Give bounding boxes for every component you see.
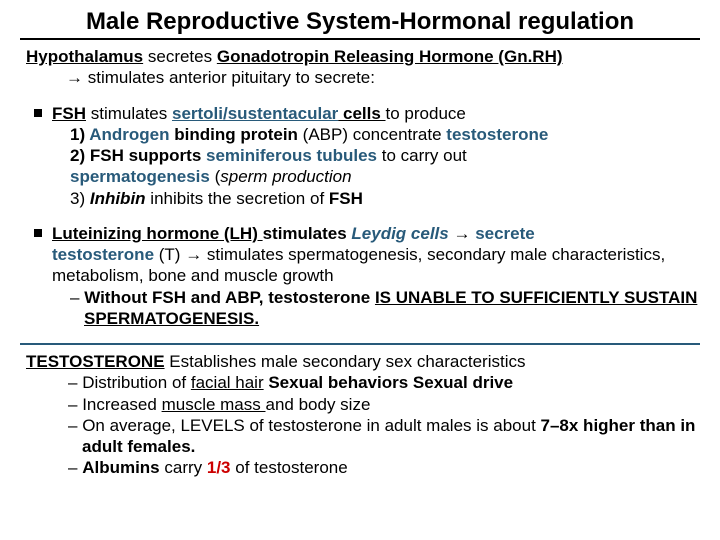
testo-d1: – Distribution of facial hair Sexual beh… [26, 372, 700, 393]
testosterone-section: TESTOSTERONE Establishes male secondary … [26, 351, 700, 479]
sertoli-term: sertoli/sustentacular [172, 104, 338, 123]
fsh-section: FSH stimulates sertoli/sustentacular cel… [34, 103, 700, 209]
bullet-icon [34, 109, 42, 117]
fraction-value: 1/3 [207, 458, 231, 477]
lh-warning: – Without FSH and ABP, testosterone IS U… [52, 287, 700, 330]
fsh-point-2: 2) FSH supports seminiferous tubules to … [52, 145, 700, 166]
intro-block: Hypothalamus secretes Gonadotropin Relea… [26, 46, 700, 89]
testosterone-heading: TESTOSTERONE [26, 352, 165, 371]
fsh-point-2b: spermatogenesis (sperm production [52, 166, 700, 187]
inhibin-term: Inhibin [90, 189, 146, 208]
fsh-point-3: 3) Inhibin inhibits the secretion of FSH [52, 188, 700, 209]
lh-head: Luteinizing hormone (LH) stimulates Leyd… [52, 223, 700, 244]
testo-d2: – Increased muscle mass and body size [26, 394, 700, 415]
slide-title: Male Reproductive System-Hormonal regula… [20, 8, 700, 40]
lh-section: Luteinizing hormone (LH) stimulates Leyd… [34, 223, 700, 329]
hypothalamus-term: Hypothalamus [26, 47, 143, 66]
testo-d3: – On average, LEVELS of testosterone in … [26, 415, 700, 458]
divider-line [20, 343, 700, 345]
fsh-head: FSH stimulates sertoli/sustentacular cel… [52, 103, 700, 124]
testosterone-term: testosterone [446, 125, 548, 144]
slide-content: Male Reproductive System-Hormonal regula… [0, 0, 720, 489]
seminiferous-term: seminiferous tubules [206, 146, 377, 165]
intro-line-1: Hypothalamus secretes Gonadotropin Relea… [26, 46, 700, 67]
intro-line-2: → stimulates anterior pituitary to secre… [26, 67, 700, 88]
lh-body: testosterone (T) → stimulates spermatoge… [52, 244, 700, 287]
lh-term: Luteinizing hormone (LH) [52, 224, 263, 243]
leydig-term: Leydig cells [351, 224, 448, 243]
spermatogenesis-term: spermatogenesis [70, 167, 210, 186]
gnrh-term: Gonadotropin Releasing Hormone (Gn.RH) [217, 47, 563, 66]
bullet-icon [34, 229, 42, 237]
testo-d4: – Albumins carry 1/3 of testosterone [26, 457, 700, 478]
testo-head: TESTOSTERONE Establishes male secondary … [26, 351, 700, 372]
fsh-point-1: 1) Androgen binding protein (ABP) concen… [52, 124, 700, 145]
